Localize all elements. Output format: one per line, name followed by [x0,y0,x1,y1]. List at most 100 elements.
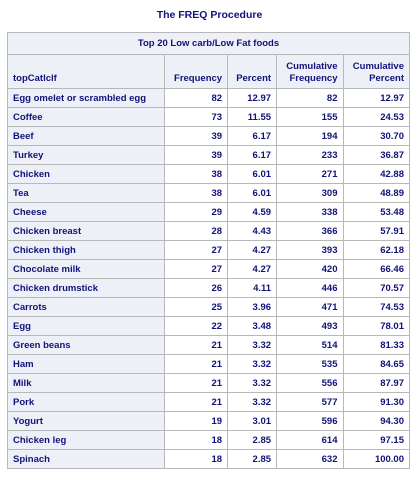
cell-item: Egg [7,316,165,336]
cell-frequency: 18 [163,449,229,469]
cell-item: Milk [7,373,165,393]
cell-cumulative-frequency: 471 [276,297,344,317]
cell-cumulative-percent: 84.65 [342,354,410,374]
cell-frequency: 21 [163,373,229,393]
cell-frequency: 25 [163,297,229,317]
cell-cumulative-frequency: 194 [276,126,344,146]
column-header-frequency: Frequency [163,54,229,89]
cell-percent: 3.32 [227,392,278,412]
cumulative-frequency-line2: Frequency [289,73,338,84]
cell-cumulative-frequency: 493 [276,316,344,336]
cell-cumulative-frequency: 535 [276,354,344,374]
cell-cumulative-frequency: 82 [276,88,344,108]
cell-frequency: 27 [163,240,229,260]
cell-item: Chicken thigh [7,240,165,260]
cell-item: Coffee [7,107,165,127]
cell-item: Chicken [7,164,165,184]
cell-item: Beef [7,126,165,146]
procedure-title: The FREQ Procedure [156,9,263,21]
cell-item: Pork [7,392,165,412]
cell-cumulative-frequency: 338 [276,202,344,222]
cell-percent: 6.01 [227,164,278,184]
cell-frequency: 29 [163,202,229,222]
cell-percent: 6.01 [227,183,278,203]
table-row: Green beans 21 3.32 514 81.33 [7,335,410,355]
cell-cumulative-frequency: 393 [276,240,344,260]
cell-frequency: 38 [163,183,229,203]
cell-percent: 4.59 [227,202,278,222]
cell-percent: 3.32 [227,335,278,355]
cell-cumulative-percent: 70.57 [342,278,410,298]
cell-frequency: 21 [163,354,229,374]
cell-cumulative-percent: 66.46 [342,259,410,279]
cell-item: Tea [7,183,165,203]
table-row: Tea 38 6.01 309 48.89 [7,183,410,203]
cell-cumulative-percent: 100.00 [342,449,410,469]
cell-percent: 6.17 [227,126,278,146]
cell-cumulative-frequency: 514 [276,335,344,355]
cell-item: Spinach [7,449,165,469]
cell-percent: 3.01 [227,411,278,431]
cell-percent: 4.11 [227,278,278,298]
cell-item: Green beans [7,335,165,355]
table-row: Ham 21 3.32 535 84.65 [7,354,410,374]
cell-cumulative-frequency: 614 [276,430,344,450]
cell-cumulative-percent: 24.53 [342,107,410,127]
cell-percent: 4.27 [227,240,278,260]
cell-cumulative-percent: 87.97 [342,373,410,393]
table-row: Egg 22 3.48 493 78.01 [7,316,410,336]
cell-cumulative-percent: 57.91 [342,221,410,241]
cell-frequency: 22 [163,316,229,336]
cell-frequency: 19 [163,411,229,431]
cell-cumulative-frequency: 155 [276,107,344,127]
table-row: Spinach 18 2.85 632 100.00 [7,449,410,469]
cell-cumulative-percent: 53.48 [342,202,410,222]
table-row: Turkey 39 6.17 233 36.87 [7,145,410,165]
cell-frequency: 18 [163,430,229,450]
column-header-percent: Percent [227,54,278,89]
cell-frequency: 82 [163,88,229,108]
cell-cumulative-percent: 94.30 [342,411,410,431]
column-header-variable: topCatlclf [7,54,165,89]
cell-item: Turkey [7,145,165,165]
cell-cumulative-frequency: 366 [276,221,344,241]
cell-cumulative-frequency: 446 [276,278,344,298]
cell-frequency: 21 [163,392,229,412]
table-row: Chicken 38 6.01 271 42.88 [7,164,410,184]
cell-cumulative-frequency: 420 [276,259,344,279]
column-header-cumulative-frequency: Cumulative Frequency [276,54,344,89]
table-row: Milk 21 3.32 556 87.97 [7,373,410,393]
cell-cumulative-percent: 48.89 [342,183,410,203]
cell-cumulative-frequency: 556 [276,373,344,393]
cell-cumulative-percent: 30.70 [342,126,410,146]
frequency-table: Top 20 Low carb/Low Fat foods topCatlclf… [7,32,410,469]
cell-percent: 12.97 [227,88,278,108]
cell-percent: 4.43 [227,221,278,241]
cell-item: Carrots [7,297,165,317]
cell-cumulative-percent: 36.87 [342,145,410,165]
cell-item: Egg omelet or scrambled egg [7,88,165,108]
table-row: Pork 21 3.32 577 91.30 [7,392,410,412]
cell-item: Cheese [7,202,165,222]
cell-percent: 3.96 [227,297,278,317]
cumulative-percent-line1: Cumulative [352,61,404,72]
table-row: Chicken breast 28 4.43 366 57.91 [7,221,410,241]
cell-cumulative-frequency: 577 [276,392,344,412]
cell-frequency: 21 [163,335,229,355]
table-caption: Top 20 Low carb/Low Fat foods [7,32,410,55]
table-row: Egg omelet or scrambled egg 82 12.97 82 12.9… [7,88,410,108]
cell-percent: 2.85 [227,430,278,450]
cell-percent: 4.27 [227,259,278,279]
cell-item: Chocolate milk [7,259,165,279]
cell-cumulative-percent: 74.53 [342,297,410,317]
cell-cumulative-frequency: 309 [276,183,344,203]
cell-cumulative-percent: 42.88 [342,164,410,184]
table-row: Beef 39 6.17 194 30.70 [7,126,410,146]
cell-frequency: 38 [163,164,229,184]
table-body: Egg omelet or scrambled egg 82 12.97 82 12.9… [7,88,410,469]
cell-cumulative-frequency: 233 [276,145,344,165]
table-row: Chicken drumstick 26 4.11 446 70.57 [7,278,410,298]
cell-item: Ham [7,354,165,374]
cell-cumulative-frequency: 632 [276,449,344,469]
column-header-row: topCatlclf Frequency Percent Cumulative F… [7,54,410,89]
